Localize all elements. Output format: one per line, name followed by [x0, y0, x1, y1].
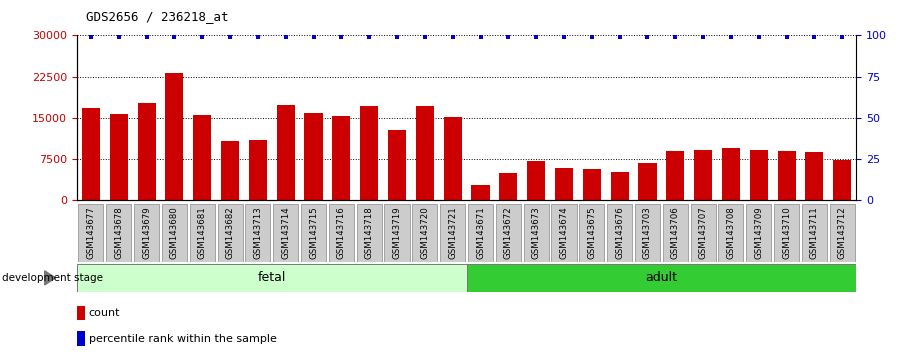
Text: GSM143676: GSM143676 — [615, 206, 624, 259]
Bar — [666, 151, 684, 200]
Bar — [805, 152, 824, 200]
FancyBboxPatch shape — [830, 204, 854, 262]
Bar — [777, 151, 795, 200]
FancyBboxPatch shape — [718, 204, 744, 262]
FancyBboxPatch shape — [274, 204, 298, 262]
FancyBboxPatch shape — [357, 204, 381, 262]
Text: GSM143719: GSM143719 — [392, 206, 401, 259]
Bar — [499, 173, 517, 200]
Text: GSM143681: GSM143681 — [198, 206, 207, 259]
FancyBboxPatch shape — [189, 204, 215, 262]
Bar — [221, 141, 239, 200]
Bar — [166, 73, 183, 200]
Text: GSM143679: GSM143679 — [142, 206, 151, 259]
FancyBboxPatch shape — [635, 204, 660, 262]
Bar — [416, 106, 434, 200]
FancyBboxPatch shape — [496, 204, 521, 262]
Text: GSM143721: GSM143721 — [448, 206, 458, 259]
Text: percentile rank within the sample: percentile rank within the sample — [89, 334, 276, 344]
FancyBboxPatch shape — [552, 204, 576, 262]
Text: GDS2656 / 236218_at: GDS2656 / 236218_at — [86, 10, 228, 23]
Text: GSM143720: GSM143720 — [420, 206, 429, 259]
Text: GSM143677: GSM143677 — [86, 206, 95, 259]
Text: GSM143673: GSM143673 — [532, 206, 541, 259]
Polygon shape — [44, 271, 55, 285]
Text: GSM143713: GSM143713 — [254, 206, 263, 259]
Text: count: count — [89, 308, 120, 318]
FancyBboxPatch shape — [217, 204, 243, 262]
Bar — [193, 115, 211, 200]
Text: GSM143682: GSM143682 — [226, 206, 235, 259]
Bar — [110, 114, 128, 200]
FancyBboxPatch shape — [579, 204, 604, 262]
Text: GSM143671: GSM143671 — [476, 206, 485, 259]
FancyBboxPatch shape — [412, 204, 438, 262]
FancyBboxPatch shape — [162, 204, 187, 262]
FancyBboxPatch shape — [747, 204, 771, 262]
Text: GSM143672: GSM143672 — [504, 206, 513, 259]
FancyBboxPatch shape — [607, 204, 632, 262]
Bar — [388, 130, 406, 200]
Bar — [276, 104, 294, 200]
FancyBboxPatch shape — [774, 204, 799, 262]
Text: GSM143712: GSM143712 — [838, 206, 847, 259]
Bar — [834, 160, 852, 200]
Bar — [304, 113, 323, 200]
Bar — [77, 306, 85, 320]
FancyBboxPatch shape — [301, 204, 326, 262]
Bar — [82, 108, 100, 200]
Text: GSM143710: GSM143710 — [782, 206, 791, 259]
Text: adult: adult — [645, 272, 678, 284]
Bar — [138, 103, 156, 200]
Text: fetal: fetal — [257, 272, 286, 284]
FancyBboxPatch shape — [79, 204, 103, 262]
Text: GSM143709: GSM143709 — [755, 206, 763, 259]
Bar — [611, 172, 629, 200]
FancyBboxPatch shape — [246, 204, 270, 262]
Text: GSM143707: GSM143707 — [699, 206, 708, 259]
Bar — [722, 148, 740, 200]
FancyBboxPatch shape — [134, 204, 159, 262]
FancyBboxPatch shape — [468, 204, 493, 262]
Text: GSM143675: GSM143675 — [587, 206, 596, 259]
Bar — [471, 185, 489, 200]
Text: GSM143678: GSM143678 — [114, 206, 123, 259]
Bar — [555, 168, 573, 200]
Text: GSM143715: GSM143715 — [309, 206, 318, 259]
Bar — [444, 117, 462, 200]
FancyBboxPatch shape — [524, 204, 549, 262]
Bar — [333, 115, 351, 200]
Bar — [77, 331, 85, 346]
Bar — [467, 264, 856, 292]
Bar — [361, 106, 378, 200]
Text: GSM143674: GSM143674 — [560, 206, 568, 259]
Text: GSM143708: GSM143708 — [727, 206, 736, 259]
FancyBboxPatch shape — [663, 204, 688, 262]
Text: GSM143718: GSM143718 — [365, 206, 373, 259]
FancyBboxPatch shape — [802, 204, 827, 262]
FancyBboxPatch shape — [690, 204, 716, 262]
FancyBboxPatch shape — [329, 204, 354, 262]
Text: GSM143680: GSM143680 — [170, 206, 178, 259]
Text: GSM143714: GSM143714 — [281, 206, 290, 259]
Text: GSM143711: GSM143711 — [810, 206, 819, 259]
Bar — [77, 264, 467, 292]
Text: GSM143703: GSM143703 — [643, 206, 652, 259]
Bar — [249, 139, 267, 200]
FancyBboxPatch shape — [106, 204, 131, 262]
Bar — [639, 163, 657, 200]
Text: GSM143706: GSM143706 — [670, 206, 680, 259]
Bar — [527, 161, 545, 200]
FancyBboxPatch shape — [440, 204, 465, 262]
Text: GSM143716: GSM143716 — [337, 206, 346, 259]
Bar — [750, 150, 767, 200]
Bar — [694, 150, 712, 200]
FancyBboxPatch shape — [384, 204, 410, 262]
Bar — [583, 169, 601, 200]
Text: development stage: development stage — [2, 273, 102, 283]
